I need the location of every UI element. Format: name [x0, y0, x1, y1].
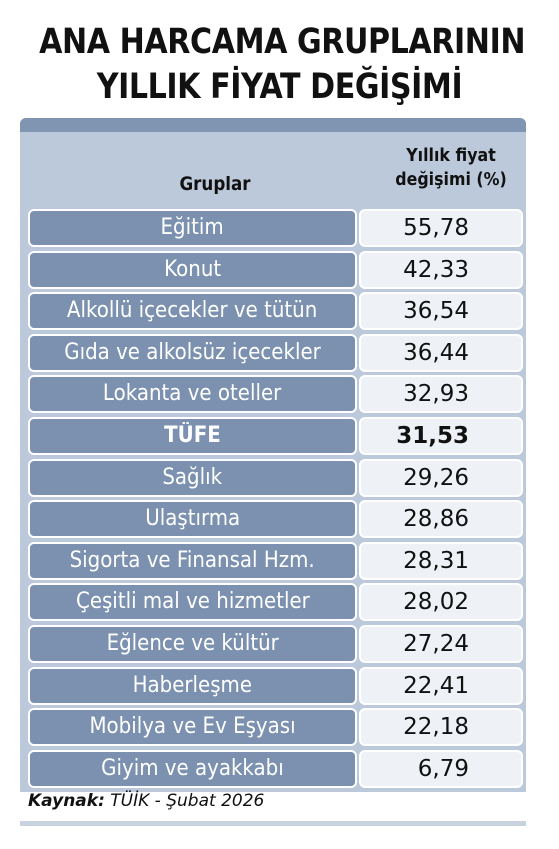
column-header-groups: Gruplar [179, 173, 251, 195]
source-text: TÜİK - Şubat 2026 [104, 791, 265, 811]
bottom-rule [20, 821, 526, 826]
table-row: Eğlence ve kültür 27,24 [28, 625, 525, 663]
row-category-label: Haberleşme [132, 673, 253, 698]
row-category: Ulaştırma [28, 500, 357, 538]
title-line-1: ANA HARCAMA GRUPLARININ [39, 22, 526, 62]
row-category: TÜFE [28, 417, 357, 455]
row-value: 28,86 [359, 500, 523, 538]
row-category-label: Lokanta ve oteller [103, 381, 282, 406]
row-value: 22,18 [359, 708, 523, 746]
row-value: 28,02 [359, 583, 523, 621]
table-row: TÜFE 31,53 [28, 417, 525, 455]
row-category: Sigorta ve Finansal Hzm. [28, 542, 357, 580]
row-value: 36,44 [359, 334, 523, 372]
table-row: Mobilya ve Ev Eşyası 22,18 [28, 708, 525, 746]
table-row: Sağlık 29,26 [28, 459, 525, 497]
row-value: 36,54 [359, 292, 523, 330]
row-value: 32,93 [359, 375, 523, 413]
row-category-label: Çeşitli mal ve hizmetler [75, 589, 310, 614]
panel-top-bar [20, 118, 526, 132]
title-line-2: YILLIK FİYAT DEĞİŞİMİ [96, 67, 463, 107]
row-value: 29,26 [359, 459, 523, 497]
source-label: Kaynak: [28, 791, 105, 811]
row-category-label: Eğlence ve kültür [106, 631, 279, 656]
row-category: Haberleşme [28, 667, 357, 705]
table-row: Konut 42,33 [28, 251, 525, 289]
row-category-label: Eğitim [160, 215, 225, 240]
column-header-value-line-2: değişimi (%) [395, 169, 507, 190]
table-row: Ulaştırma 28,86 [28, 500, 525, 538]
row-value: 42,33 [359, 251, 523, 289]
table-row: Sigorta ve Finansal Hzm. 28,31 [28, 542, 525, 580]
row-value: 27,24 [359, 625, 523, 663]
row-category-label: Sağlık [162, 465, 223, 490]
table-row: Alkollü içecekler ve tütün 36,54 [28, 292, 525, 330]
table-row: Giyim ve ayakkabı 6,79 [28, 750, 525, 788]
row-value: 6,79 [359, 750, 523, 788]
row-category: Gıda ve alkolsüz içecekler [28, 334, 357, 372]
column-header-value-line-1: Yıllık fiyat [406, 145, 496, 166]
row-category: Eğitim [28, 209, 357, 247]
row-category-label: TÜFE [164, 423, 221, 448]
page-title: ANA HARCAMA GRUPLARININ YILLIK FİYAT DEĞ… [39, 20, 526, 110]
table-row: Lokanta ve oteller 32,93 [28, 375, 525, 413]
row-value: 31,53 [359, 417, 523, 455]
row-category: Alkollü içecekler ve tütün [28, 292, 357, 330]
row-category: Mobilya ve Ev Eşyası [28, 708, 357, 746]
row-category-label: Gıda ve alkolsüz içecekler [64, 340, 321, 365]
row-category: Giyim ve ayakkabı [28, 750, 357, 788]
row-category: Eğlence ve kültür [28, 625, 357, 663]
row-category-label: Giyim ve ayakkabı [101, 756, 284, 781]
row-category-label: Mobilya ve Ev Eşyası [89, 714, 296, 739]
row-value: 28,31 [359, 542, 523, 580]
column-header-value: Yıllık fiyat değişimi (%) [385, 144, 517, 192]
row-category: Sağlık [28, 459, 357, 497]
row-category-label: Alkollü içecekler ve tütün [67, 298, 318, 323]
row-category-label: Konut [164, 257, 221, 282]
row-value: 22,41 [359, 667, 523, 705]
table-row: Haberleşme 22,41 [28, 667, 525, 705]
table-row: Çeşitli mal ve hizmetler 28,02 [28, 583, 525, 621]
row-category: Çeşitli mal ve hizmetler [28, 583, 357, 621]
table-row: Gıda ve alkolsüz içecekler 36,44 [28, 334, 525, 372]
table-row: Eğitim 55,78 [28, 209, 525, 247]
row-value: 55,78 [359, 209, 523, 247]
row-category: Lokanta ve oteller [28, 375, 357, 413]
source-note: Kaynak: TÜİK - Şubat 2026 [28, 791, 264, 811]
row-category-label: Sigorta ve Finansal Hzm. [69, 548, 316, 573]
row-category: Konut [28, 251, 357, 289]
row-category-label: Ulaştırma [145, 506, 240, 531]
